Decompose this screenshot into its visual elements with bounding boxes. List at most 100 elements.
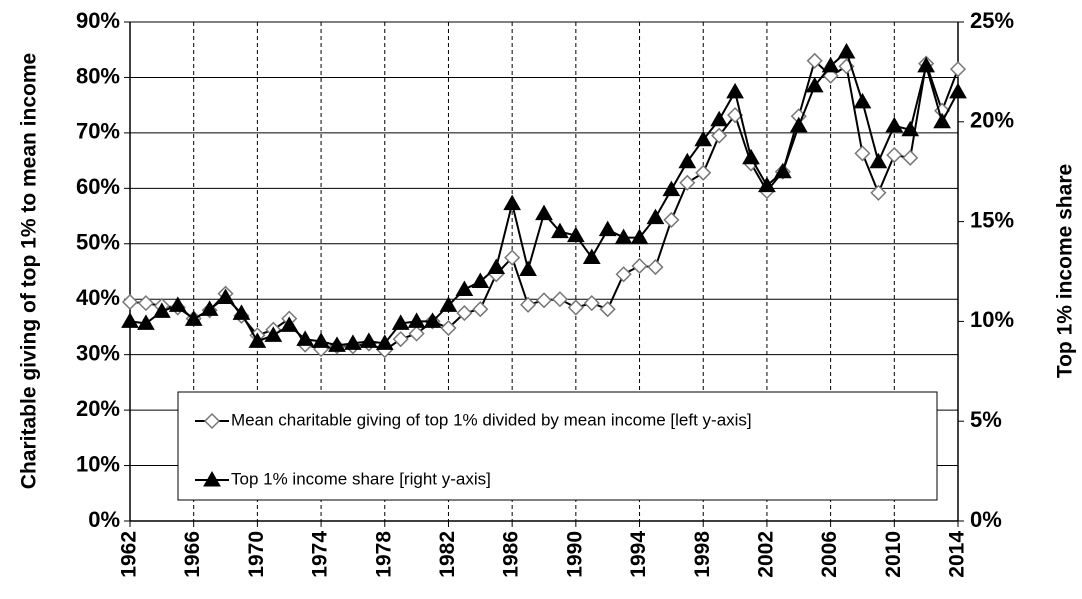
data-point [583,295,600,312]
data-point [567,299,584,316]
y-tick-label: 40% [76,285,120,310]
data-point [344,334,362,350]
data-point [646,208,665,225]
data-point [758,176,776,193]
data-point [423,312,442,328]
y-tick-label: 50% [76,230,120,255]
data-point [440,319,457,337]
y2-tick-label: 0% [970,507,1002,532]
legend-marker [203,470,221,487]
data-point [678,152,697,169]
x-tick-label: 1990 [563,531,586,578]
legend-label: Top 1% income share [right y-axis] [231,469,491,488]
x-tick-label: 2006 [818,531,841,578]
x-tick-label: 2002 [754,531,777,578]
x-tick-label: 1978 [372,531,395,578]
data-point [137,314,155,330]
data-point [328,336,346,352]
y2-tick-label: 5% [970,407,1002,432]
legend-box [177,391,938,501]
data-point [949,61,967,78]
x-tick-label: 1966 [181,531,204,578]
data-point [742,148,760,165]
data-point [168,296,187,312]
data-point [694,130,713,147]
data-point [949,82,967,99]
data-point [821,56,840,73]
x-tick-label: 1986 [500,531,523,578]
data-point [710,110,729,127]
data-point [631,257,648,275]
data-point [854,145,871,162]
data-point [504,249,521,266]
y-axis-title: Charitable giving of top 1% to mean inco… [18,53,41,489]
data-point [726,82,744,99]
data-point [535,292,553,309]
data-point [711,127,728,144]
data-point [933,112,951,129]
data-point [312,332,330,348]
data-point [837,42,856,59]
data-point [184,310,203,326]
y-tick-label: 0% [88,507,120,532]
data-point [917,56,936,73]
data-point [551,291,568,308]
data-point [487,258,506,275]
x-tick-label: 2010 [882,531,905,578]
data-point [806,52,823,69]
y2-tick-label: 25% [970,8,1014,33]
data-point [407,312,426,328]
y-tick-label: 10% [76,451,120,476]
data-point [520,296,537,313]
data-point [679,174,696,191]
data-point [805,76,824,93]
data-point [886,147,903,164]
data-point [471,272,490,288]
data-point [121,312,139,328]
data-point [853,92,872,109]
x-tick-label: 1982 [436,531,459,578]
data-point [264,326,283,342]
data-point [391,314,410,330]
x-tick-label: 1994 [627,531,650,578]
data-point [200,300,219,316]
data-point [359,332,378,348]
y-tick-label: 90% [76,8,120,33]
legend-marker [203,412,221,430]
data-point [663,211,680,228]
y-tick-label: 80% [76,63,120,88]
data-point [582,248,601,265]
x-tick-label: 1962 [118,531,141,578]
data-point [296,330,315,346]
data-point [870,184,887,201]
data-point [519,260,537,277]
data-point [566,226,585,243]
data-point [503,194,522,211]
data-point [455,280,474,296]
data-point [152,302,171,318]
data-point [216,288,235,304]
data-point [789,116,808,133]
y-tick-label: 20% [76,396,120,421]
x-tick-label: 1998 [691,531,714,578]
data-point [232,304,251,320]
data-point [773,162,792,179]
data-point [885,116,904,133]
data-point [869,152,888,169]
data-point [901,120,920,137]
data-point [248,332,267,348]
data-point [375,334,394,350]
data-point [121,293,139,311]
data-point [280,316,299,332]
data-point [535,204,553,221]
x-tick-label: 1974 [309,531,332,578]
data-point [137,295,154,312]
data-point [599,301,616,318]
x-tick-label: 2014 [946,531,969,578]
data-point [408,325,425,342]
y2-axis-title: Top 1% income share [1054,164,1077,378]
y-tick-label: 70% [76,119,120,144]
data-point [551,222,569,239]
y2-tick-label: 15% [970,207,1014,232]
data-point [615,266,632,283]
